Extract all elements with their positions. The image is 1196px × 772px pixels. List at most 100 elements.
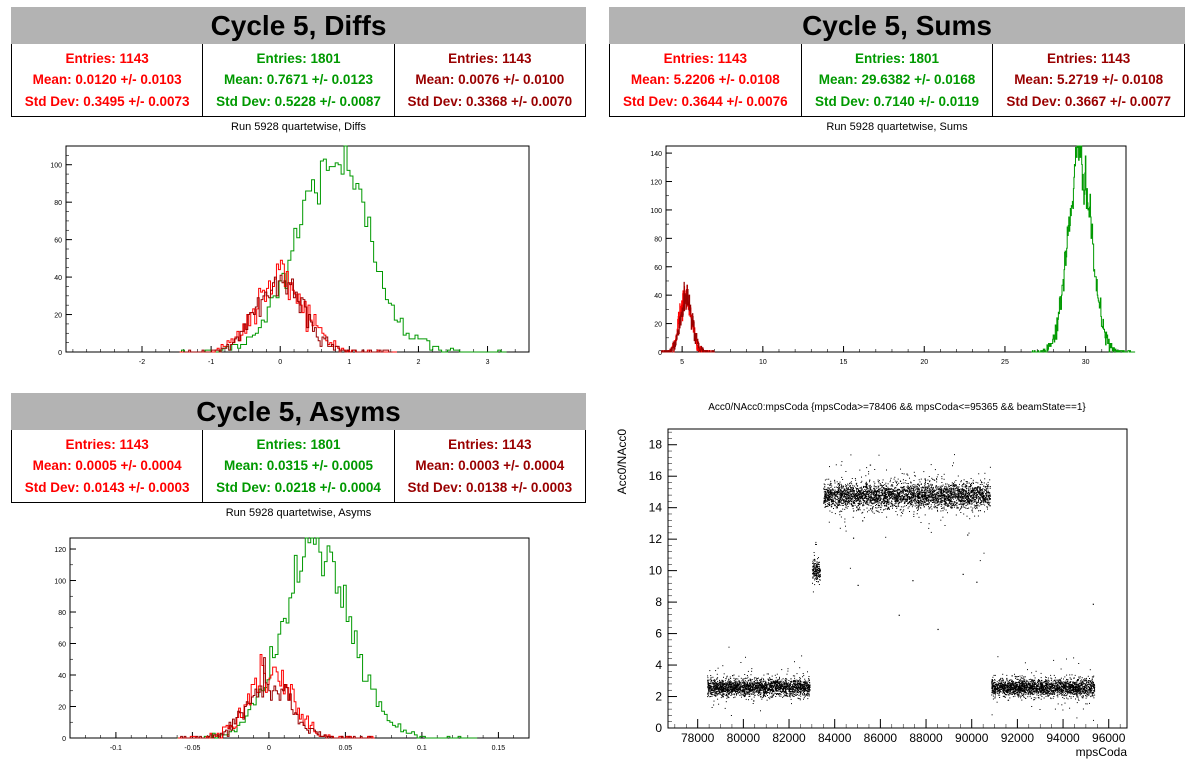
scatter-point [716,686,718,688]
scatter-point [793,682,795,684]
scatter-point [721,688,723,690]
scatter-point [802,689,804,691]
scatter-point [842,491,844,493]
scatter-point [780,681,782,683]
scatter-point [839,481,841,483]
scatter-point [809,690,811,692]
scatter-point [939,488,941,490]
scatter-point [984,472,986,474]
scatter-point [871,498,873,500]
scatter-point [861,488,863,490]
scatter-point [941,498,943,500]
scatter-point [788,680,790,681]
x-tick-label: 88000 [909,731,943,745]
scatter-point [976,488,977,490]
x-tick-label: 96000 [1092,731,1126,745]
scatter-point [764,691,766,693]
scatter-point [863,486,865,488]
scatter-point [897,483,898,485]
scatter-point [787,683,789,685]
scatter-point [772,680,774,682]
asyms-title: Cycle 5, Asyms [11,393,586,430]
scatter-point [965,486,967,488]
std-label: Std Dev: 0.3495 +/- 0.0073 [24,93,190,109]
scatter-point [759,686,761,688]
scatter-point [894,476,896,478]
scatter-point [886,492,888,494]
scatter-point [986,492,988,493]
scatter-point [987,495,989,497]
scatter-point [796,686,798,688]
scatter-point [871,508,873,510]
scatter-point [849,567,851,569]
scatter-point [944,497,946,499]
scatter-point [741,686,743,688]
scatter-point [807,691,809,693]
scatter-point [730,689,732,691]
scatter-point [958,489,959,491]
scatter-point [828,495,830,496]
scatter-point [966,482,968,484]
scatter-point [808,679,810,681]
scatter-point [792,691,794,693]
scatter-point [739,683,741,685]
scatter-point [839,527,841,529]
scatter-point [925,498,927,500]
scatter-point [932,499,934,501]
scatter-point [789,688,791,690]
scatter-point [720,689,722,691]
scatter-point [891,488,893,490]
scatter-point [798,690,800,692]
scatter-point [800,689,802,691]
scatter-point [784,691,786,693]
scatter-point [806,682,808,684]
scatter-point [845,494,847,496]
scatter-point [774,685,776,687]
mean-label: Mean: 5.2719 +/- 0.0108 [1014,72,1164,88]
scatter-point [707,680,709,682]
scatter-point [922,494,924,496]
scatter-point [890,490,891,492]
scatter-point [758,689,760,691]
scatter-point [944,502,946,503]
scatter-point [902,492,904,494]
scatter-point [829,498,831,500]
scatter-point [888,502,890,504]
scatter-point [807,698,809,700]
scatter-point [913,486,915,488]
scatter-point [726,687,728,689]
scatter-point [749,690,751,692]
scatter-point [828,502,830,504]
scatter-point [907,507,909,509]
scatter-point [765,682,767,684]
scatter-point [711,692,713,693]
scatter-point [734,690,736,692]
scatter-point [930,494,932,496]
scatter-point [778,681,780,683]
scatter-point [884,494,886,495]
scatter-point [897,498,898,500]
scatter-point [847,502,849,503]
scatter-point [780,685,782,687]
scatter-point [988,486,990,488]
scatter-point [829,484,831,486]
scatter-point [845,507,847,509]
scatter-point [735,679,737,681]
scatter-point [984,504,986,506]
scatter-point [805,682,807,684]
scatter-point [980,490,982,492]
scatter-point [803,687,805,689]
scatter-point [756,687,758,689]
scatter-point [717,686,719,688]
scatter-point [776,684,778,686]
scatter-point [708,690,710,692]
scatter-point [737,689,739,691]
scatter-point [791,687,793,689]
scatter-point [781,689,783,691]
scatter-point [818,564,820,566]
scatter-point [843,489,845,491]
scatter-point [878,511,880,513]
y-tick-label: 60 [58,642,66,649]
scatter-point [714,679,716,681]
scatter-point [911,499,913,501]
